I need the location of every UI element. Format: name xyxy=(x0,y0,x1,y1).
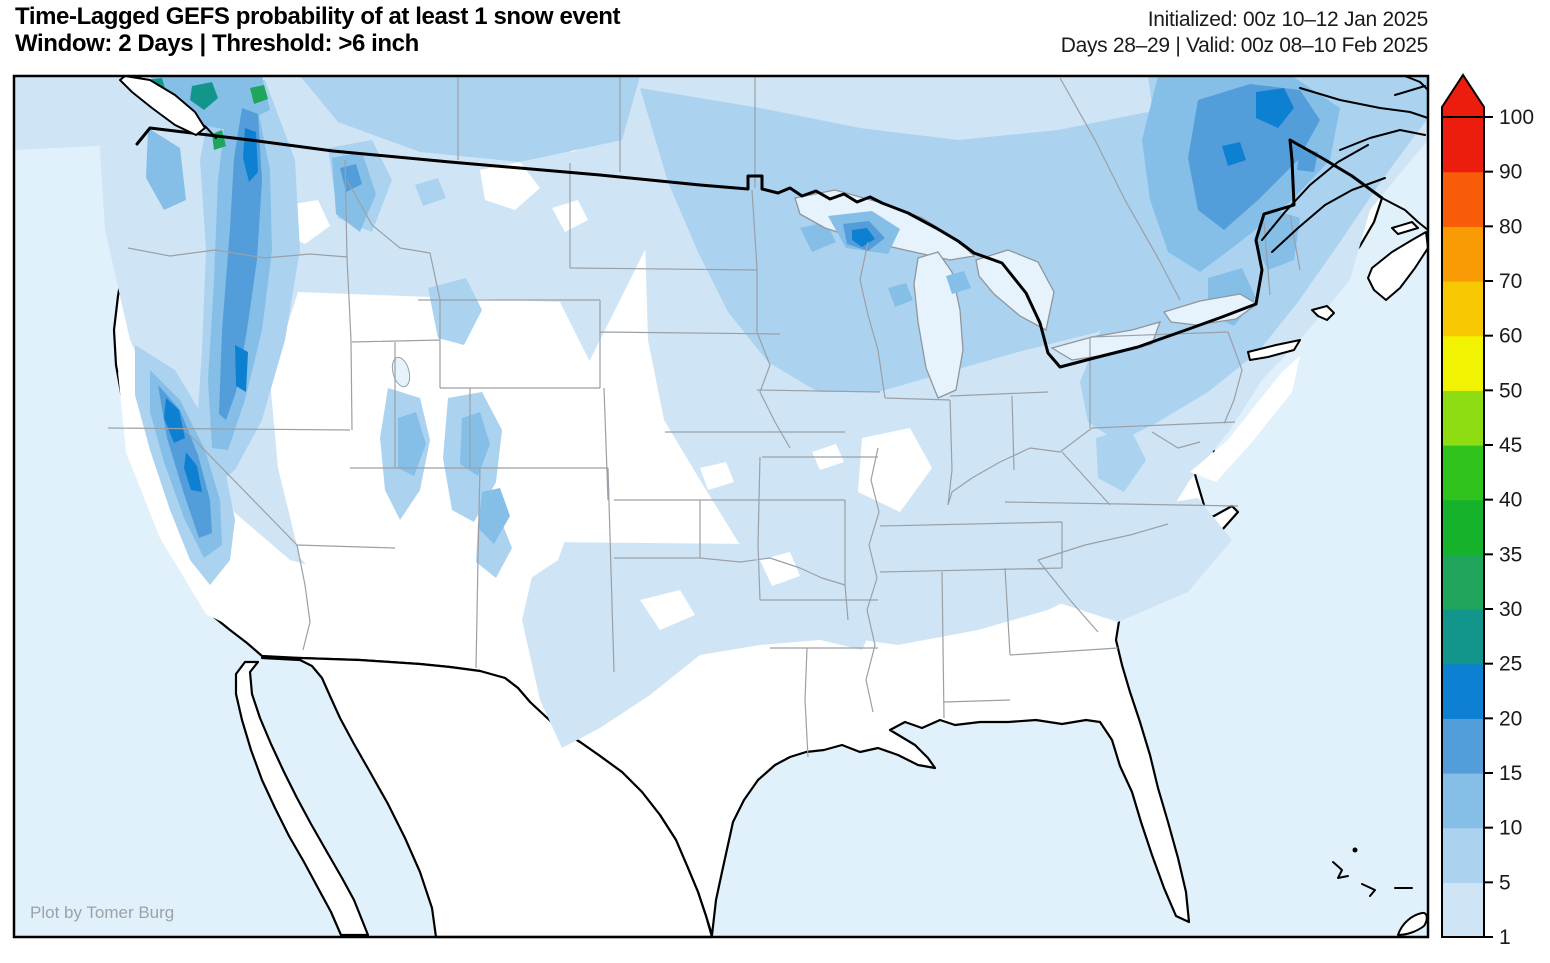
colorbar-label-80: 80 xyxy=(1499,215,1522,238)
mexico-landmass xyxy=(260,656,714,939)
lake-erie xyxy=(1050,321,1162,361)
attribution-text: Plot by Tomer Burg xyxy=(30,903,175,922)
colorbar-label-15: 15 xyxy=(1499,762,1522,785)
map-frame-group xyxy=(12,74,1430,939)
colorbar-label-35: 35 xyxy=(1499,543,1522,566)
initialized-text: Initialized: 00z 10–12 Jan 2025 xyxy=(1147,8,1429,31)
colorbar-segment-70-80 xyxy=(1442,226,1484,282)
colorbar-label-50: 50 xyxy=(1499,379,1522,402)
colorbar-segment-40-45 xyxy=(1442,445,1484,501)
colorbar-segment-25-30 xyxy=(1442,609,1484,665)
nova-scotia xyxy=(1367,231,1429,301)
caribbean-islets xyxy=(1332,847,1428,936)
us-canada-border xyxy=(135,126,1384,369)
colorbar-label-5: 5 xyxy=(1499,871,1511,894)
map-frame xyxy=(12,74,1430,939)
colorbar-label-60: 60 xyxy=(1499,325,1522,348)
title-block: Time-Lagged GEFS probability of at least… xyxy=(15,3,621,57)
valid-text: Days 28–29 | Valid: 00z 08–10 Feb 2025 xyxy=(1060,34,1429,57)
lake-superior-contour-spots xyxy=(828,211,971,307)
state-boundaries xyxy=(107,159,1301,758)
colorbar-segment-10-15 xyxy=(1442,773,1484,829)
colorbar-label-70: 70 xyxy=(1499,270,1522,293)
colorbar-overflow-arrow xyxy=(1441,73,1485,118)
cape-cod xyxy=(1311,305,1335,321)
lake-ontario xyxy=(1162,293,1259,326)
province-boundaries xyxy=(457,76,1181,301)
colorbar-segment-35-40 xyxy=(1442,499,1484,555)
colorbar-label-90: 90 xyxy=(1499,161,1522,184)
baja-california xyxy=(234,660,370,937)
colorbar-segment-5-10 xyxy=(1442,827,1484,883)
colorbar-label-30: 30 xyxy=(1499,598,1522,621)
colorbar-label-1: 1 xyxy=(1499,926,1511,949)
colorbar-segment-20-25 xyxy=(1442,663,1484,719)
colorbar-segment-15-20 xyxy=(1442,718,1484,774)
colorbar-segment-50-60 xyxy=(1442,335,1484,391)
colorbar-label-40: 40 xyxy=(1499,489,1522,512)
colorbar-segment-1-5 xyxy=(1442,882,1484,938)
colorbar-label-25: 25 xyxy=(1499,653,1522,676)
contours-20-25 xyxy=(164,88,1294,492)
colorbar-segment-30-35 xyxy=(1442,554,1484,610)
colorbar-segment-90-100 xyxy=(1442,117,1484,173)
colorbar-segment-80-90 xyxy=(1442,171,1484,227)
page-title: Time-Lagged GEFS probability of at least… xyxy=(15,3,621,30)
colorbar-segment-60-70 xyxy=(1442,281,1484,337)
vancouver-island xyxy=(119,75,206,136)
prince-edward-island xyxy=(1391,221,1419,235)
colorbar-label-10: 10 xyxy=(1499,817,1522,840)
great-salt-lake xyxy=(391,356,411,388)
colorbar-label-45: 45 xyxy=(1499,434,1522,457)
colorbar-segment-45-50 xyxy=(1442,390,1484,446)
colorbar-label-100: 100 xyxy=(1499,106,1534,129)
northeast-coastlines xyxy=(1247,75,1429,361)
colorbar-outline xyxy=(1441,116,1485,938)
pacific-northwest-coast xyxy=(119,75,217,139)
colorbar-label-20: 20 xyxy=(1499,707,1522,730)
run-info-block: Initialized: 00z 10–12 Jan 2025 Days 28–… xyxy=(1060,7,1429,59)
page-subtitle: Window: 2 Days | Threshold: >6 inch xyxy=(15,30,419,57)
long-island xyxy=(1247,339,1301,361)
